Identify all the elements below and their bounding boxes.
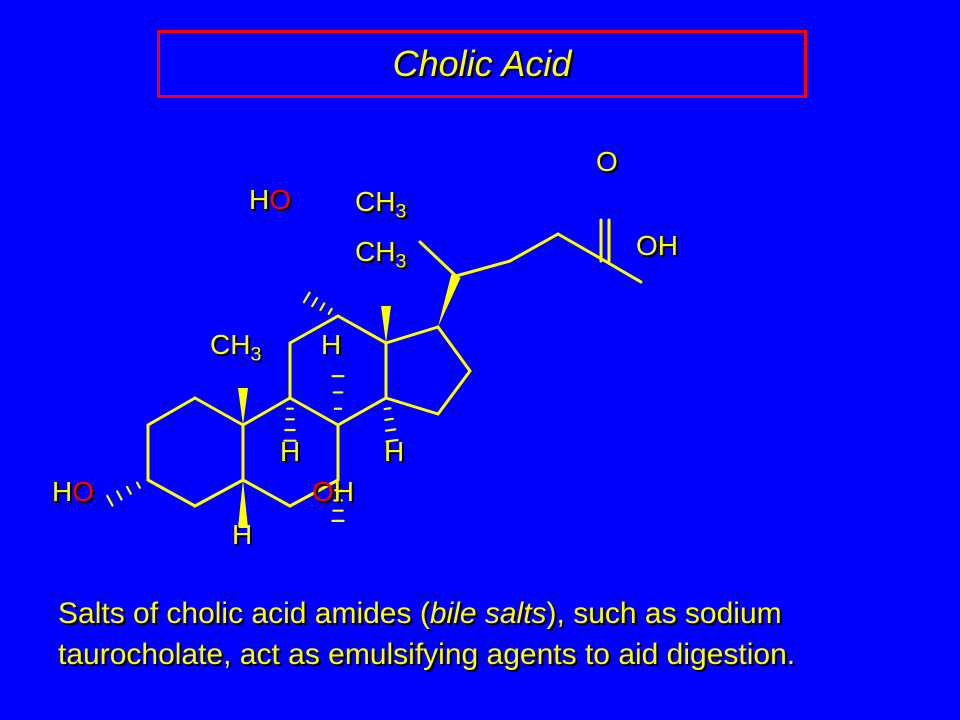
atom-label-H9: H (280, 436, 300, 468)
caption-line1b-italic: bile salts (430, 597, 547, 630)
caption-line2: taurocholate, act as emulsifying agents … (58, 638, 795, 671)
atom-label-O24b: OH (636, 230, 678, 262)
caption-line1a: Salts of cholic acid amides ( (58, 597, 430, 630)
caption: Salts of cholic acid amides (bile salts)… (58, 594, 795, 675)
caption-line1c: ), such as sodium (547, 597, 782, 630)
atom-label-OH12: HO (249, 184, 291, 216)
atom-label-O24a: O (596, 146, 618, 178)
atom-label-H14: H (384, 436, 404, 468)
atom-label-OH7: OH (312, 476, 354, 508)
atom-label-C18: CH3 (355, 236, 406, 268)
atom-label-OH3: HO (52, 476, 94, 508)
atom-label-C19: CH3 (210, 329, 261, 361)
atom-label-H8: H (321, 329, 341, 361)
atom-label-H5: H (232, 519, 252, 551)
atom-label-C21: CH3 (355, 186, 406, 218)
slide: Cholic Acid OOHCH3CH3CH3HHHHHOOHHO Salts… (0, 0, 960, 720)
